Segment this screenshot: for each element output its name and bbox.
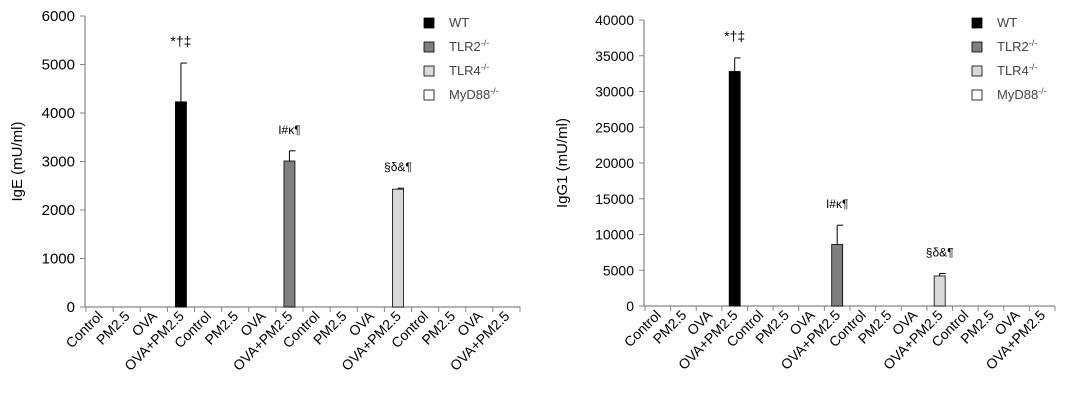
bar [933, 275, 946, 307]
y-axis-label: IgG1 (mU/ml) [554, 118, 571, 208]
legend-label: WT [449, 15, 469, 30]
legend-superscript: -/- [490, 86, 499, 96]
legend-superscript: -/- [1029, 62, 1038, 72]
legend-name: TLR2 [997, 39, 1029, 54]
legend-label: TLR2-/- [997, 38, 1037, 54]
significance-annotation: I#κ¶ [278, 123, 300, 137]
legend-label: MyD88-/- [449, 86, 499, 102]
bar [175, 101, 187, 308]
y-tick-label: 0 [626, 298, 634, 314]
legend-name: MyD88 [449, 87, 490, 102]
legend-name: TLR4 [449, 63, 481, 78]
y-tick-label: 1000 [42, 251, 75, 268]
legend-name: WT [449, 15, 469, 30]
legend-label: TLR2-/- [449, 38, 489, 54]
y-tick-label: 15000 [595, 191, 634, 207]
legend-superscript: -/- [481, 38, 490, 48]
y-tick-label: 5000 [42, 57, 75, 74]
bar [728, 71, 741, 307]
legend-swatch [971, 17, 983, 29]
legend-superscript: -/- [1038, 86, 1047, 96]
legend-swatch [423, 65, 435, 77]
legend-name: WT [997, 15, 1017, 30]
legend-label: TLR4-/- [997, 62, 1037, 78]
legend-swatch [971, 65, 983, 77]
significance-annotation: *†‡ [170, 33, 191, 49]
legend-superscript: -/- [481, 62, 490, 72]
ige-chart-panel: 0 1000 2000 3000 4000 5000 6000 IgE (mU/ml) Cont… [0, 0, 530, 389]
y-tick-label: 30000 [595, 84, 634, 100]
y-tick-label: 5000 [603, 262, 634, 278]
legend-name: MyD88 [997, 87, 1038, 102]
legend-label: WT [997, 15, 1017, 30]
significance-annotation: I#κ¶ [826, 197, 848, 211]
legend-label: TLR4-/- [449, 62, 489, 78]
bar [831, 244, 844, 307]
significance-annotation: §δ&¶ [926, 245, 954, 259]
legend-superscript: -/- [1029, 38, 1038, 48]
legend-swatch [971, 41, 983, 53]
y-tick-label: 25000 [595, 119, 634, 135]
bar [392, 188, 404, 308]
legend-name: TLR4 [997, 63, 1029, 78]
y-tick-label: 10000 [595, 227, 634, 243]
igg1-bar-chart: 0 5000 10000 15000 20000 25000 30000 35000 40000… [554, 12, 1056, 373]
y-tick-label: 35000 [595, 48, 634, 64]
legend-swatch [971, 89, 983, 101]
significance-annotation: *†‡ [724, 28, 745, 44]
legend-swatch [423, 17, 435, 29]
y-axis-label: IgE (mU/ml) [9, 122, 26, 202]
bar [283, 160, 296, 308]
y-tick-label: 20000 [595, 155, 634, 171]
legend-label: MyD88-/- [997, 86, 1047, 102]
significance-annotation: §δ&¶ [384, 160, 412, 174]
legend-name: TLR2 [449, 39, 481, 54]
y-tick-label: 0 [67, 299, 75, 316]
y-tick-label: 2000 [42, 202, 75, 219]
legend-swatch [423, 41, 435, 53]
y-tick-label: 6000 [42, 8, 75, 25]
igg1-chart-panel: 0 5000 10000 15000 20000 25000 30000 35000 40000… [545, 0, 1065, 389]
legend-swatch [423, 89, 435, 101]
y-tick-label: 4000 [42, 105, 75, 122]
y-tick-label: 40000 [595, 12, 634, 28]
y-tick-label: 3000 [42, 154, 75, 171]
